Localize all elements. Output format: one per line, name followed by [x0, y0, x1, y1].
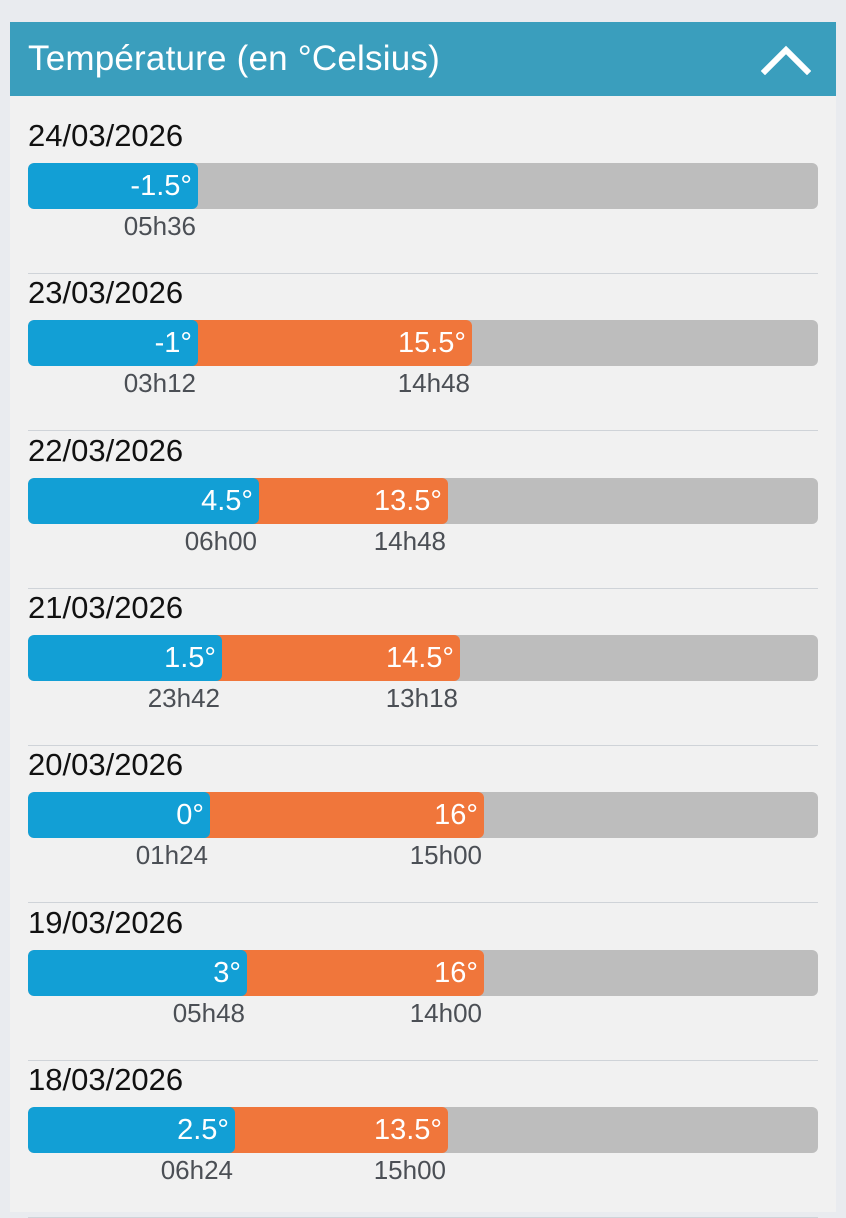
- day-row: 21/03/2026 1.5° 14.5° 23h42 13h18: [28, 589, 818, 746]
- min-temperature-bar: -1°: [28, 320, 198, 367]
- day-row: 23/03/2026 -1° 15.5° 03h12 14h48: [28, 274, 818, 432]
- min-temperature-bar: 0°: [28, 792, 210, 839]
- day-date: 24/03/2026: [28, 118, 184, 153]
- min-temperature-time: 05h36: [123, 211, 196, 241]
- temperature-bar-track: 4.5° 13.5°: [28, 477, 818, 524]
- day-row: 22/03/2026 4.5° 13.5° 06h00 14h48: [28, 432, 818, 589]
- temperature-bar-track: -1° 15.5°: [28, 320, 818, 367]
- max-temperature-bar: 13.5°: [229, 1106, 448, 1153]
- max-temperature-time: 15h00: [409, 840, 482, 871]
- max-temperature-time: 14h48: [397, 368, 470, 399]
- min-temperature-time: 23h42: [147, 682, 220, 713]
- min-temperature-bar: -1.5°: [28, 163, 198, 209]
- temperature-panel: Température (en °Celsius) 24/03/2026 -1.5…: [10, 22, 836, 1218]
- max-temperature-bar: 15.5°: [192, 320, 472, 367]
- min-temperature-bar: 4.5°: [28, 477, 259, 524]
- temperature-bar-track: 1.5° 14.5°: [28, 634, 818, 681]
- min-temperature-time: 05h48: [172, 997, 245, 1028]
- min-temperature-bar: 2.5°: [28, 1106, 235, 1153]
- temperature-bar-track: -1.5°: [28, 163, 818, 209]
- min-temperature-time: 03h12: [123, 368, 196, 399]
- day-row: 19/03/2026 3° 16° 05h48 14h00: [28, 904, 818, 1061]
- max-temperature-bar: 16°: [241, 949, 484, 996]
- min-temperature-bar: 3°: [28, 949, 247, 996]
- day-date: 19/03/2026: [28, 904, 184, 940]
- temperature-bar-track: 0° 16°: [28, 792, 818, 839]
- day-row: 18/03/2026 2.5° 13.5° 06h24 15h00: [28, 1061, 818, 1218]
- day-row: 24/03/2026 -1.5° 05h36: [28, 117, 818, 274]
- max-temperature-bar: 16°: [204, 792, 484, 839]
- min-temperature-time: 06h24: [160, 1154, 233, 1185]
- max-temperature-time: 14h00: [409, 997, 482, 1028]
- max-temperature-time: 14h48: [373, 525, 446, 556]
- day-date: 23/03/2026: [28, 275, 184, 311]
- temperature-bar-track: 3° 16°: [28, 949, 818, 996]
- panel-title: Température (en °Celsius): [28, 39, 440, 78]
- day-date: 22/03/2026: [28, 432, 184, 468]
- max-temperature-time: 15h00: [373, 1154, 446, 1185]
- min-temperature-bar: 1.5°: [28, 634, 222, 681]
- max-temperature-bar: 14.5°: [216, 634, 460, 681]
- max-temperature-bar: 13.5°: [253, 477, 448, 524]
- day-date: 18/03/2026: [28, 1061, 184, 1097]
- temperature-bar-track: 2.5° 13.5°: [28, 1106, 818, 1153]
- min-temperature-time: 06h00: [184, 525, 257, 556]
- panel-header[interactable]: Température (en °Celsius): [10, 22, 836, 96]
- day-row: 20/03/2026 0° 16° 01h24 15h00: [28, 746, 818, 904]
- day-date: 20/03/2026: [28, 747, 184, 783]
- day-date: 21/03/2026: [28, 589, 184, 625]
- chevron-up-icon[interactable]: [758, 39, 814, 79]
- min-temperature-time: 01h24: [135, 840, 208, 871]
- max-temperature-time: 13h18: [385, 682, 458, 713]
